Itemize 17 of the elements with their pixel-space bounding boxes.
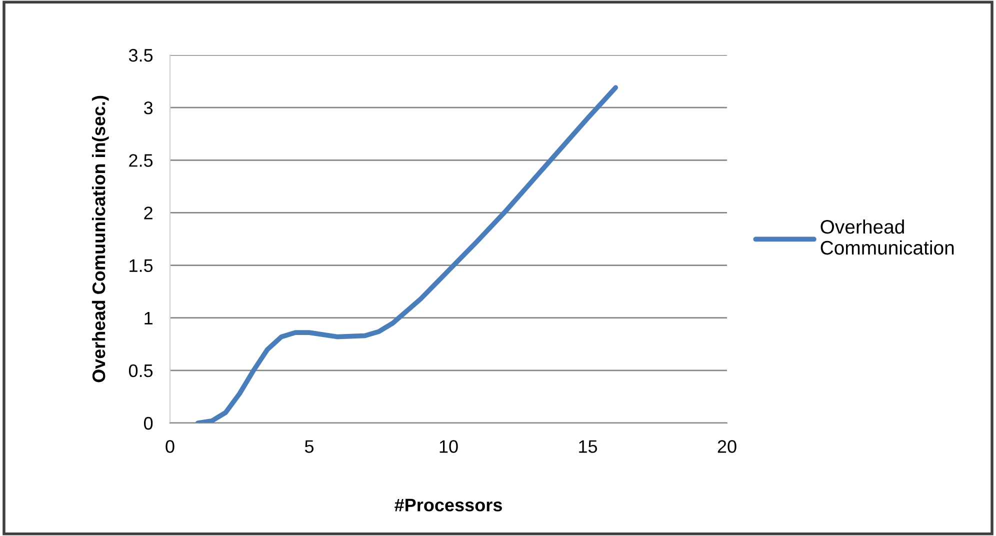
x-tick-label: 5 xyxy=(304,440,314,453)
x-tick-label: 0 xyxy=(166,440,174,453)
x-axis-title: #Processors xyxy=(394,498,502,512)
y-tick-label: 2.5 xyxy=(129,154,153,167)
y-tick-label: 1 xyxy=(144,312,152,324)
y-tick-label: 0 xyxy=(144,416,153,430)
x-tick-label: 10 xyxy=(440,440,458,453)
line-series xyxy=(195,85,618,423)
y-tick-label: 1.5 xyxy=(130,259,153,272)
x-tick-label: 20 xyxy=(718,440,736,453)
y-tick-label: 2 xyxy=(144,206,152,220)
y-tick-label: 0.5 xyxy=(128,364,153,378)
y-axis-title: Overhead Comuunication in(sec.) xyxy=(92,96,109,382)
legend-label: Overhead Communication xyxy=(820,219,954,255)
y-tick-label: 3 xyxy=(144,102,153,114)
y-tick-label: 3.5 xyxy=(128,48,153,62)
x-tick-label: 15 xyxy=(579,440,598,453)
